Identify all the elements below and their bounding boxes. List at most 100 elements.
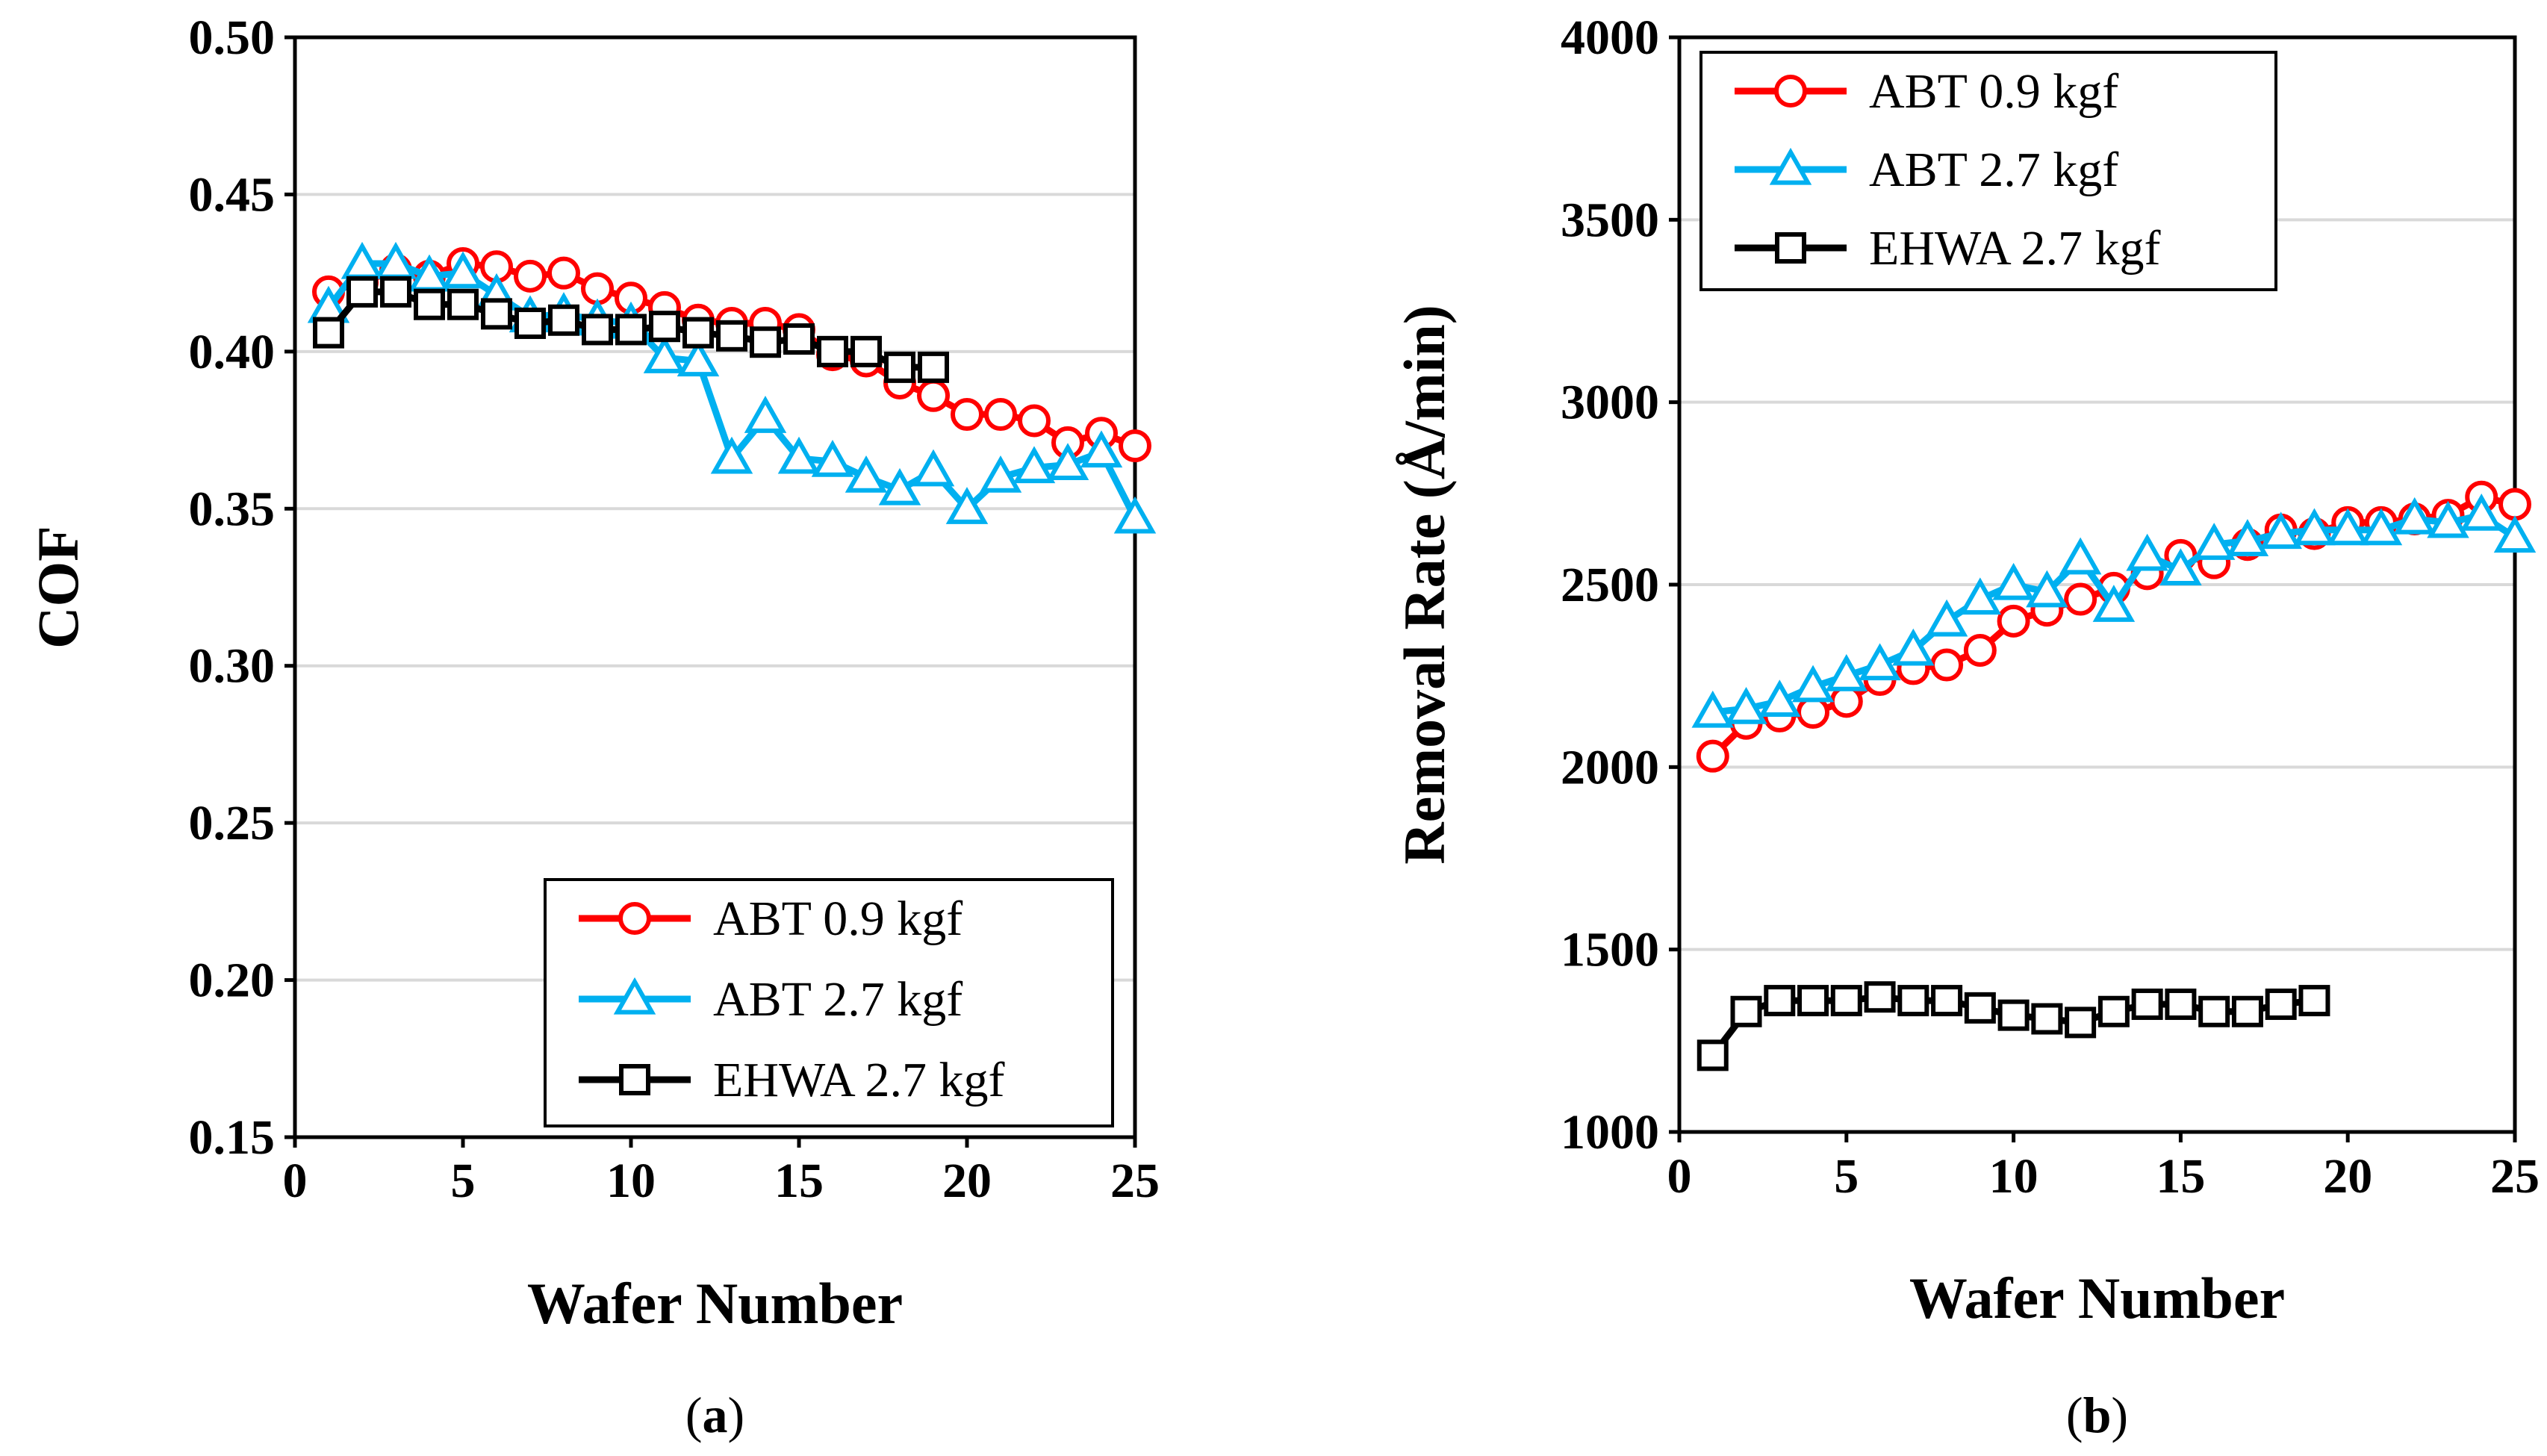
chart-a-point-ehwa-2.7-kgf	[346, 276, 378, 308]
chart-a-legend-label-ehwa-2.7: EHWA 2.7 kgf	[713, 1053, 1004, 1107]
chart-b-point-ehwa-2.7-kgf	[1697, 1039, 1729, 1071]
chart-b-point-ehwa-2.7-kgf	[1931, 985, 1963, 1017]
chart-b-x-tick-label: 20	[2323, 1149, 2372, 1204]
chart-a-y-ticks: 0.15 0.20 0.25 0.30 0.35 0.40 0.45 0.50	[189, 10, 295, 1165]
chart-a-point-abt-0.9-kgf	[514, 259, 547, 293]
chart-a-point-ehwa-2.7-kgf	[548, 304, 579, 336]
chart-a-point-ehwa-2.7-kgf	[817, 335, 848, 367]
chart-b-point-abt-0.9-kgf	[1829, 685, 1863, 718]
chart-b-legend-label-abt-2.7: ABT 2.7 kgf	[1869, 143, 2118, 197]
chart-b-point-abt-2.7-kgf	[2493, 515, 2537, 553]
chart-b-point-abt-2.7-kgf	[1758, 679, 1801, 717]
chart-b-point-ehwa-2.7-kgf	[2097, 995, 2130, 1027]
chart-b-legend-entry-abt-2.7: ABT 2.7 kgf	[1735, 143, 2118, 197]
chart-b-point-ehwa-2.7-kgf	[1830, 985, 1862, 1017]
chart-b-point-abt-0.9-kgf	[1997, 604, 2030, 638]
chart-b-legend-label-abt-0.9: ABT 0.9 kgf	[1869, 64, 2118, 119]
chart-b-y-tick-label: 2000	[1561, 740, 1659, 794]
chart-b-x-tick-label: 0	[1667, 1149, 1692, 1204]
chart-b-point-ehwa-2.7-kgf	[2198, 995, 2230, 1027]
chart-b-legend-swatch-ehwa-2.7	[1735, 232, 1847, 264]
chart-b-legend-entry-abt-0.9: ABT 0.9 kgf	[1735, 64, 2118, 119]
chart-a-legend-swatch-abt-0.9	[579, 902, 691, 935]
chart-b-point-abt-2.7-kgf	[1825, 653, 1868, 691]
chart-b-point-abt-2.7-kgf	[2126, 533, 2168, 571]
chart-a-x-tick-label: 20	[942, 1154, 992, 1208]
chart-b-point-abt-2.7-kgf	[1925, 599, 1968, 637]
chart-b-caption-letter: b	[2083, 1387, 2112, 1443]
chart-b-point-abt-2.7-kgf	[2226, 519, 2269, 556]
chart-a-y-tick-label: 0.20	[189, 953, 276, 1008]
chart-b-y-tick-label: 1000	[1561, 1105, 1659, 1160]
chart-b-point-abt-0.9-kgf	[2064, 582, 2097, 616]
chart-a-point-ehwa-2.7-kgf	[649, 311, 680, 343]
chart-b-series-abt-2.7-kgf	[1691, 493, 2537, 728]
chart-a-point-abt-2.7-kgf	[710, 436, 753, 474]
chart-b-point-abt-2.7-kgf	[2260, 511, 2302, 550]
chart-a-x-tick-label: 10	[606, 1154, 656, 1208]
chart-a-legend-label-abt-0.9: ABT 0.9 kgf	[713, 892, 962, 946]
chart-b-x-ticks: 0 5 10 15 20 25	[1667, 1132, 2540, 1204]
chart-b-point-abt-0.9-kgf	[1797, 696, 1830, 729]
chart-b-legend-swatch-abt-2.7	[1735, 147, 1847, 185]
chart-b-series	[1691, 480, 2537, 1071]
chart-b-point-abt-2.7-kgf	[1859, 643, 1901, 681]
chart-a-caption-letter: a	[703, 1387, 728, 1443]
chart-b-legend: ABT 0.9 kgf ABT 2.7 kgf EHWA 2.7 kgf	[1699, 51, 2277, 291]
chart-a-point-abt-2.7-kgf	[643, 336, 686, 373]
chart-b-point-ehwa-2.7-kgf	[1964, 992, 1996, 1024]
chart-a-point-abt-2.7-kgf	[1113, 496, 1157, 534]
chart-a-plot-area	[293, 35, 1137, 1139]
chart-a-x-axis-title: Wafer Number	[527, 1271, 903, 1336]
chart-a-point-abt-2.7-kgf	[1013, 446, 1056, 484]
chart-b-y-tick-label: 4000	[1561, 10, 1659, 65]
chart-a-y-tick-label: 0.45	[189, 167, 276, 222]
chart-a-point-abt-0.9-kgf	[1119, 429, 1151, 463]
chart-b-point-ehwa-2.7-kgf	[1897, 985, 1929, 1017]
chart-a-legend-entry-abt-2.7: ABT 2.7 kgf	[579, 972, 962, 1027]
chart-a-point-ehwa-2.7-kgf	[481, 298, 512, 330]
chart-b-point-ehwa-2.7-kgf	[1864, 981, 1896, 1013]
chart-b-y-axis-title: Removal Rate (Å/min)	[1392, 305, 1457, 865]
chart-a-x-tick-label: 15	[774, 1154, 824, 1208]
chart-b-y-tick-label: 3500	[1561, 193, 1659, 247]
chart-b-point-ehwa-2.7-kgf	[2298, 985, 2330, 1017]
chart-a-point-abt-2.7-kgf	[912, 449, 955, 487]
chart-b-point-abt-2.7-kgf	[2393, 497, 2436, 535]
chart-b-caption: (b)	[2066, 1387, 2128, 1443]
chart-b-point-abt-0.9-kgf	[1963, 633, 1997, 667]
chart-a-point-ehwa-2.7-kgf	[682, 317, 714, 349]
legend-swatch-marker	[618, 902, 651, 935]
chart-b-legend-entry-ehwa-2.7: EHWA 2.7 kgf	[1735, 221, 2160, 276]
chart-b-series-ehwa-2.7-kgf	[1697, 981, 2330, 1071]
chart-b-y-tick-label: 3000	[1561, 376, 1659, 430]
chart-a-point-ehwa-2.7-kgf	[884, 351, 915, 383]
legend-swatch-marker	[619, 1064, 650, 1095]
chart-a-series	[307, 241, 1157, 534]
chart-b-point-abt-2.7-kgf	[1725, 686, 1767, 724]
chart-b-point-ehwa-2.7-kgf	[2031, 1003, 2063, 1035]
chart-b-point-ehwa-2.7-kgf	[2165, 988, 2197, 1020]
chart-b-point-abt-2.7-kgf	[2092, 585, 2136, 622]
chart-b-point-abt-2.7-kgf	[1791, 665, 1835, 703]
chart-a-point-ehwa-2.7-kgf	[783, 323, 815, 355]
chart-a-point-ehwa-2.7-kgf	[447, 288, 479, 320]
chart-a-series-ehwa-2.7-kgf	[313, 276, 949, 383]
legend-swatch-marker	[1775, 232, 1806, 264]
chart-a-point-ehwa-2.7-kgf	[414, 288, 445, 320]
chart-a-point-ehwa-2.7-kgf	[514, 307, 546, 339]
chart-a-point-abt-2.7-kgf	[878, 467, 921, 505]
chart-b-point-ehwa-2.7-kgf	[2065, 1007, 2097, 1039]
chart-b-point-ehwa-2.7-kgf	[1797, 985, 1829, 1017]
chart-b-x-axis-title: Wafer Number	[1909, 1266, 2285, 1331]
chart-a-point-abt-2.7-kgf	[845, 455, 888, 493]
chart-b-point-abt-2.7-kgf	[2192, 523, 2236, 560]
chart-a-y-tick-label: 0.15	[189, 1110, 276, 1165]
chart-b-point-abt-2.7-kgf	[2293, 508, 2336, 546]
chart-a-point-ehwa-2.7-kgf	[615, 314, 647, 346]
chart-b-point-abt-0.9-kgf	[1696, 739, 1729, 773]
chart-a-point-abt-0.9-kgf	[917, 379, 950, 412]
chart-b-x-tick-label: 25	[2490, 1149, 2540, 1204]
